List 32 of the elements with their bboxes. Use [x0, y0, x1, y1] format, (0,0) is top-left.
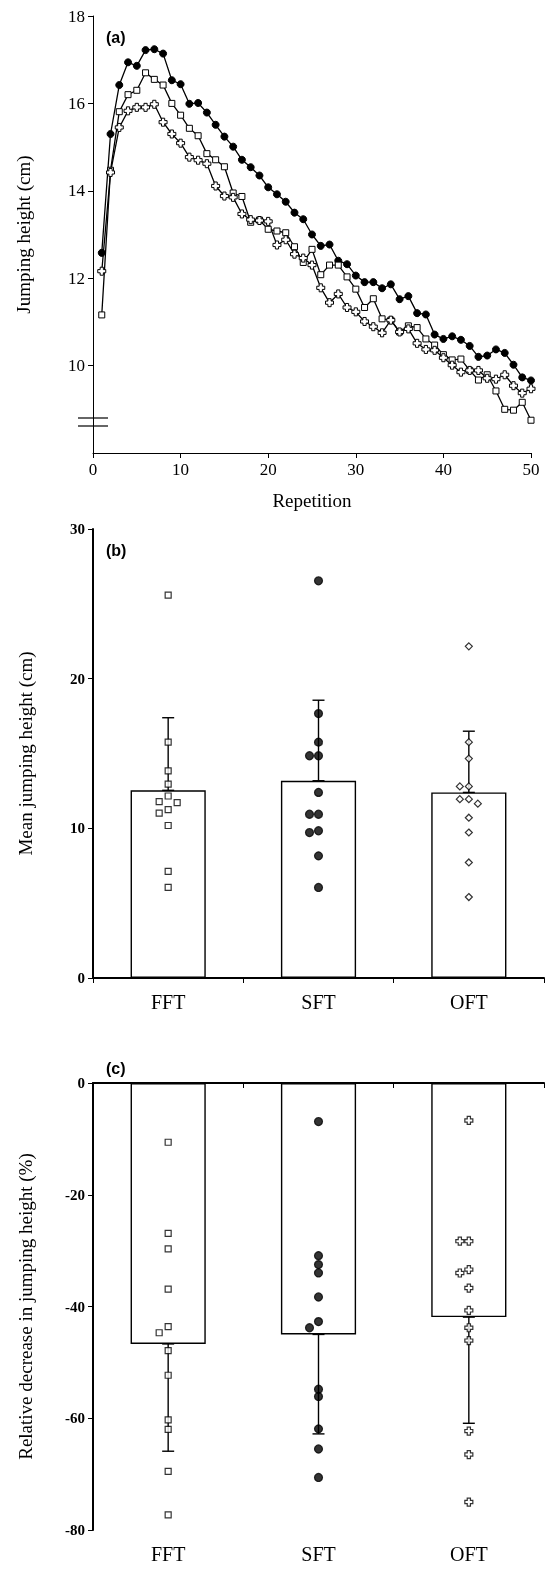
text: (b) — [106, 541, 127, 559]
y-tick-label: 16 — [68, 93, 85, 113]
x-tick-label: 20 — [259, 460, 277, 479]
y-tick-label: 14 — [68, 181, 86, 201]
y-axis-title: Jumping height (cm) — [13, 155, 35, 314]
x-tick-label: 50 — [522, 460, 540, 479]
x-tick-label: 10 — [172, 460, 190, 479]
y-tick-label: 12 — [68, 268, 85, 288]
y-tick-label: 18 — [68, 6, 85, 26]
y-tick-label: 10 — [68, 356, 85, 376]
x-tick-label: FFT — [150, 991, 186, 1013]
chart-title: (c) — [106, 1059, 126, 1077]
y-tick-label: 20 — [70, 670, 85, 687]
y-tick-label: -20 — [65, 1186, 85, 1203]
x-axis-title: Repetition — [272, 490, 353, 511]
y-tick-label: 10 — [70, 820, 85, 837]
x-tick-label: OFT — [449, 991, 488, 1013]
y-tick-label: -80 — [65, 1522, 85, 1538]
x-tick-label: FFT — [150, 1543, 186, 1565]
y-tick-label: 0 — [77, 1075, 85, 1091]
x-tick-label: 30 — [347, 460, 365, 479]
y-tick-label: 30 — [70, 521, 85, 537]
x-tick-label: 40 — [434, 460, 452, 479]
x-tick-label: SFT — [301, 991, 336, 1013]
y-tick-label: 0 — [77, 970, 85, 986]
y-tick-label: -60 — [65, 1410, 85, 1427]
x-tick-label: SFT — [301, 1543, 336, 1565]
y-tick-label: -40 — [65, 1298, 85, 1315]
text: (a) — [106, 28, 126, 46]
y-axis-title: Mean jumping height (cm) — [15, 651, 37, 856]
x-tick-label: OFT — [449, 1543, 488, 1565]
y-axis-title: Relative decrease in jumping height (%) — [15, 1153, 37, 1460]
